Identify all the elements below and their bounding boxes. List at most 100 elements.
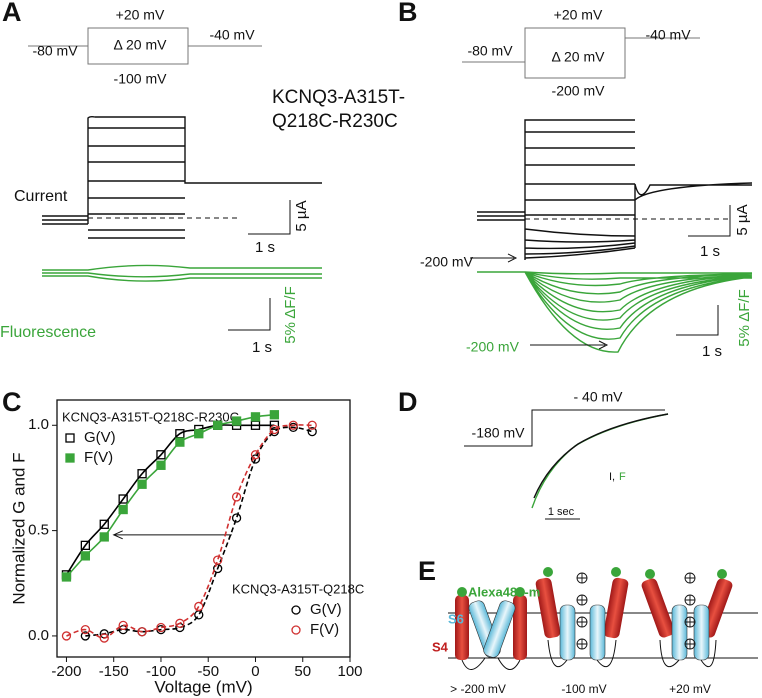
panel-label: A [2, 0, 22, 27]
marker [231, 513, 242, 523]
panel-label: C [2, 387, 22, 417]
legend-marker [291, 605, 301, 615]
marker [250, 412, 261, 422]
trace-label: Fluorescence [0, 324, 96, 341]
voltage-label: -200 mV [552, 83, 606, 99]
legend-title: KCNQ3-A315T-Q218C-R230C [62, 409, 239, 424]
protocol [464, 409, 665, 447]
marker [269, 410, 280, 420]
x-tick-label: 100 [337, 663, 362, 680]
x-tick-label: 0 [251, 663, 259, 680]
state-label: +20 mV [669, 682, 711, 696]
x-tick-label: -200 [51, 663, 81, 680]
legend-marker [291, 625, 301, 635]
marker [118, 620, 128, 631]
marker [99, 532, 109, 542]
marker [194, 601, 204, 612]
marker [80, 551, 91, 561]
state-label: > -200 mV [450, 682, 506, 696]
fit-line [66, 424, 313, 639]
trace [533, 413, 669, 499]
voltage-label: -80 mV [467, 43, 513, 59]
marker [231, 416, 242, 426]
marker [175, 437, 185, 447]
legend-label: I, [609, 471, 615, 483]
state-label: -100 mV [561, 682, 606, 696]
x-tick-label: -50 [197, 663, 219, 680]
dye-label: Alexa488-m [468, 584, 540, 599]
trace [531, 413, 669, 509]
legend-marker [65, 453, 75, 463]
legend-title: KCNQ3-A315T-Q218C [232, 581, 364, 596]
legend-label: F [619, 471, 626, 483]
panel-label: E [418, 556, 436, 586]
schematic [448, 567, 758, 670]
y-tick-label: 1.0 [28, 416, 49, 433]
marker [269, 420, 280, 430]
helix-label: S6 [448, 611, 464, 626]
marker [213, 420, 223, 430]
current-traces [42, 115, 322, 239]
scale-label: 1 s [702, 343, 722, 360]
legend-label: G(V) [84, 429, 116, 446]
marker [156, 450, 166, 460]
y-axis-label: Normalized G and F [9, 452, 28, 604]
voltage-label: Δ 20 mV [114, 37, 168, 53]
construct-label: Q218C-R230C [272, 111, 398, 132]
arrow [112, 530, 232, 540]
marker [307, 420, 317, 430]
marker [80, 624, 91, 635]
y-tick-label: 0.5 [28, 522, 49, 539]
marker [137, 627, 147, 637]
voltage-label: +20 mV [116, 7, 165, 23]
marker [118, 494, 128, 504]
arrow-label: -200 mV [420, 254, 474, 270]
voltage-label: Δ 20 mV [552, 49, 606, 65]
x-tick-label: -150 [99, 663, 129, 680]
marker [80, 631, 91, 641]
construct-label: KCNQ3-A315T- [272, 87, 405, 108]
marker [99, 519, 109, 529]
marker [194, 429, 204, 439]
scale-label: 5 µA [293, 200, 310, 231]
scale-label: 1 s [252, 339, 272, 356]
marker [156, 460, 166, 470]
marker [213, 555, 223, 565]
scale-label: 5% ΔF/F [736, 289, 753, 347]
marker [250, 454, 261, 464]
voltage-label: -100 mV [114, 71, 168, 87]
marker [61, 572, 72, 582]
panel-label: B [398, 0, 418, 27]
marker [288, 420, 298, 430]
marker [156, 622, 166, 633]
x-axis-label: Voltage (mV) [154, 677, 252, 696]
protocol [28, 27, 262, 65]
marker [61, 631, 72, 641]
y-tick-label: 0.0 [28, 627, 49, 644]
legend-label: G(V) [310, 601, 342, 618]
chart: -200 -150 -100 -50 0 50 100 0.0 0.5 1.0 Voltage (m… [9, 399, 364, 696]
x-tick-label: 50 [294, 663, 311, 680]
marker [231, 492, 242, 502]
marker [118, 504, 128, 515]
scale-label: 1 s [255, 239, 275, 256]
marker [194, 610, 204, 620]
marker [269, 424, 280, 435]
scale-label: 1 sec [548, 506, 575, 518]
fluorescence-traces [42, 264, 322, 331]
scale-label: 1 s [700, 243, 720, 260]
arrow-label: -200 mV [466, 339, 520, 355]
voltage-label: - 40 mV [573, 389, 623, 405]
helix-label: S4 [432, 639, 449, 654]
x-tick-label: -100 [146, 663, 176, 680]
panel-label: D [398, 387, 418, 417]
legend-marker [65, 433, 75, 443]
scale-label: 5% ΔF/F [282, 286, 299, 344]
voltage-label: -40 mV [209, 27, 255, 43]
marker [99, 633, 109, 643]
legend-label: F(V) [310, 621, 339, 638]
marker [307, 426, 317, 437]
voltage-label: -40 mV [645, 27, 691, 43]
voltage-label: -180 mV [472, 425, 526, 441]
trace-label: Current [14, 188, 68, 205]
